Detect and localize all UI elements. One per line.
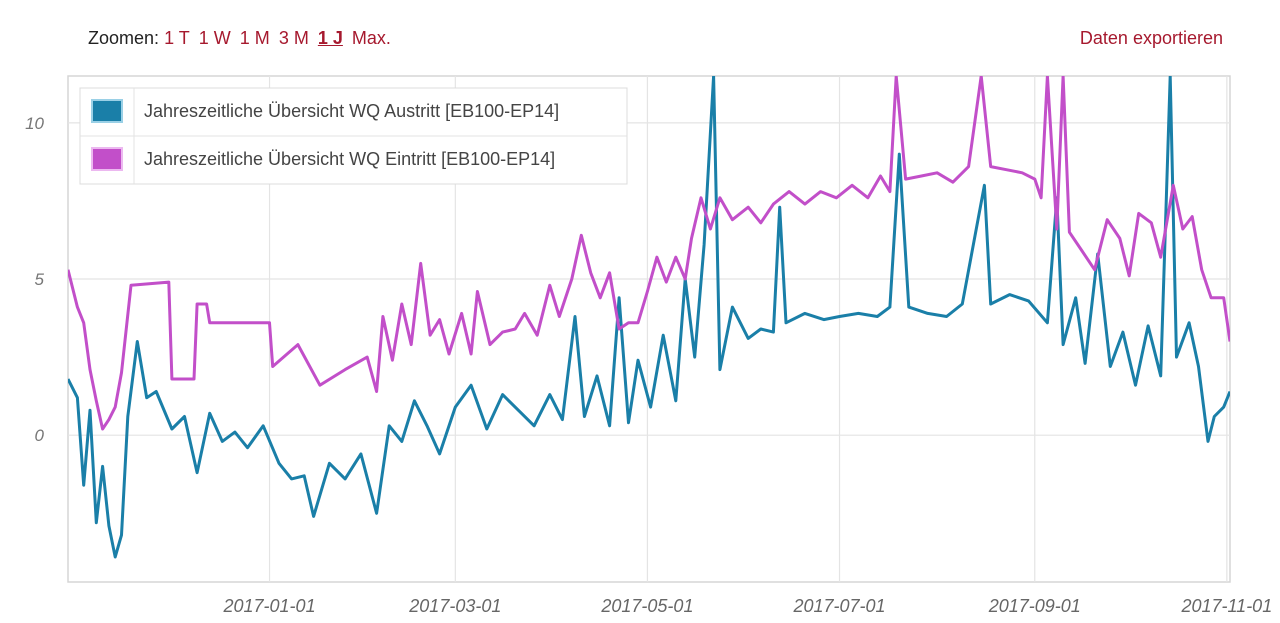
tick-labels: 0 5 10 2017-01-01 2017-03-01 2017-05-01 2017-0… — [25, 114, 1272, 616]
series-layer — [68, 76, 1230, 559]
legend-label-eintritt: Jahreszeitliche Übersicht WQ Eintritt [E… — [144, 149, 555, 169]
x-tick-label: 2017-03-01 — [408, 596, 501, 616]
zoom-option-1-month[interactable]: 1 M — [239, 28, 270, 48]
y-tick-label: 5 — [35, 270, 45, 289]
zoom-option-1-day[interactable]: 1 T — [164, 28, 190, 48]
zoom-option-1-week[interactable]: 1 W — [198, 28, 231, 48]
series-line-austritt[interactable] — [68, 76, 1230, 559]
zoom-label: Zoomen: — [88, 28, 160, 48]
zoom-option-max[interactable]: Max. — [351, 28, 391, 48]
x-tick-label: 2017-09-01 — [988, 596, 1081, 616]
x-tick-label: 2017-05-01 — [600, 596, 693, 616]
series-line-eintritt[interactable] — [68, 76, 1230, 431]
export-data-link[interactable]: Daten exportieren — [1079, 28, 1223, 48]
x-tick-label: 2017-07-01 — [792, 596, 885, 616]
plot-frame — [67, 75, 1231, 583]
legend-swatch-austritt — [91, 99, 123, 123]
y-tick-label: 0 — [35, 426, 45, 445]
legend-swatch-eintritt — [91, 147, 123, 171]
zoom-option-3-months[interactable]: 3 M — [278, 28, 309, 48]
zoom-bar: Zoomen: 1 T 1 W 1 M 3 M 1 J Max. — [88, 28, 395, 49]
x-tick-label: 2017-01-01 — [223, 596, 316, 616]
zoom-option-1-year[interactable]: 1 J — [317, 28, 343, 48]
x-tick-label: 2017-11-01 — [1180, 596, 1272, 616]
legend-label-austritt: Jahreszeitliche Übersicht WQ Austritt [E… — [144, 101, 559, 121]
y-tick-label: 10 — [25, 114, 44, 133]
legend: Jahreszeitliche Übersicht WQ Austritt [E… — [79, 87, 628, 185]
